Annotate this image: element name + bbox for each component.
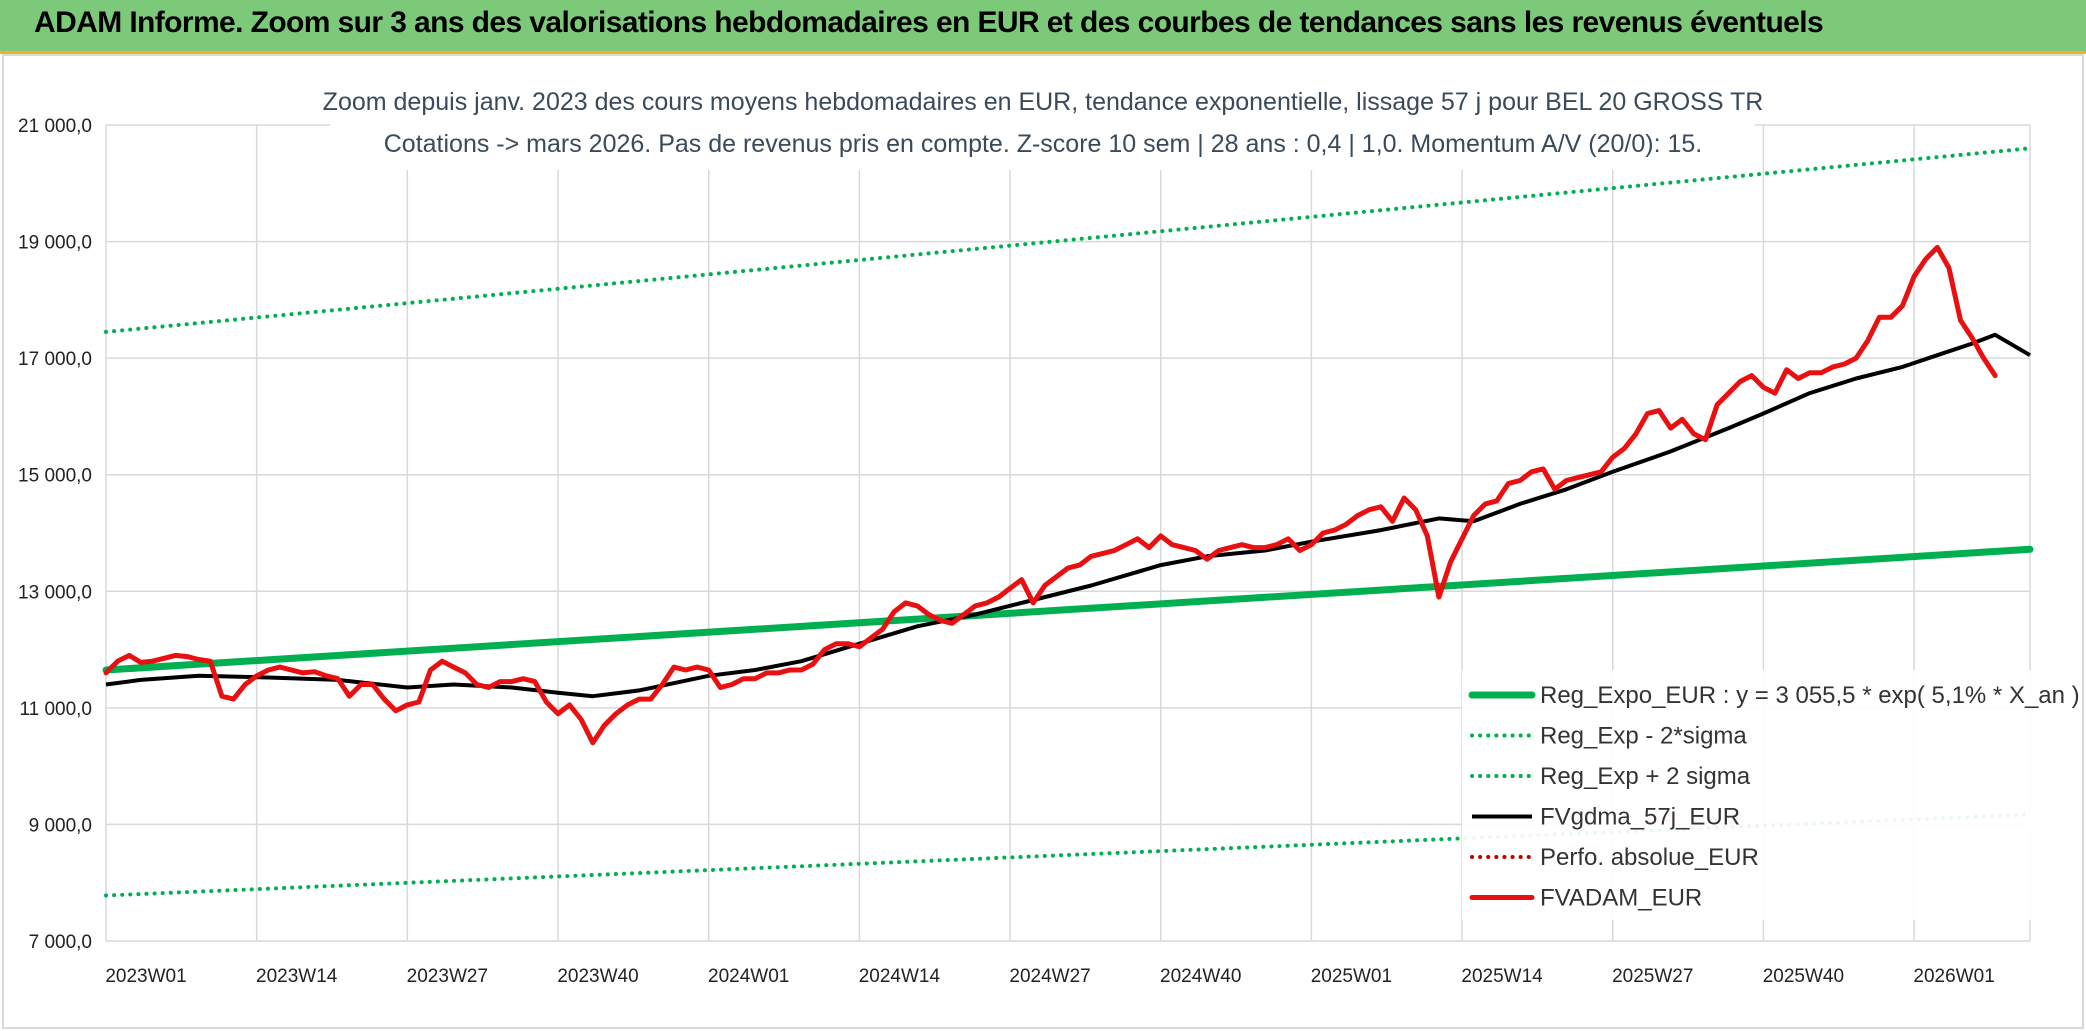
x-tick-label: 2024W14: [859, 966, 941, 987]
y-tick-label: 21 000,0: [18, 116, 92, 137]
legend-label: Reg_Expo_EUR : y = 3 055,5 * exp( 5,1% *…: [1540, 682, 2080, 709]
page-title: ADAM Informe. Zoom sur 3 ans des valoris…: [34, 6, 1824, 39]
legend: Reg_Expo_EUR : y = 3 055,5 * exp( 5,1% *…: [1462, 670, 2080, 920]
legend-label: FVADAM_EUR: [1540, 885, 1702, 912]
x-tick-label: 2024W01: [708, 966, 789, 987]
x-tick-label: 2023W14: [256, 966, 338, 987]
axes: 21 000,0 19 000,0 17 000,0 15 000,0 13 000,0…: [18, 116, 1995, 987]
x-tick-label: 2023W01: [105, 966, 186, 987]
x-tick-label: 2023W27: [407, 966, 488, 987]
y-tick-label: 15 000,0: [18, 466, 92, 487]
y-tick-label: 11 000,0: [19, 699, 92, 720]
y-tick-label: 7 000,0: [29, 932, 92, 953]
series-reg-plus: [104, 146, 2032, 334]
chart-title-line2: Cotations -> mars 2026. Pas de revenus p…: [384, 130, 1702, 158]
legend-label: Perfo. absolue_EUR: [1540, 844, 1759, 871]
y-tick-label: 17 000,0: [18, 349, 92, 370]
x-tick-label: 2023W40: [557, 966, 638, 987]
title-banner: ADAM Informe. Zoom sur 3 ans des valoris…: [0, 0, 2086, 54]
x-tick-label: 2024W40: [1160, 966, 1241, 987]
x-tick-label: 2025W01: [1311, 966, 1392, 987]
y-tick-label: 13 000,0: [18, 582, 92, 603]
legend-label: Reg_Exp - 2*sigma: [1540, 723, 1747, 750]
x-tick-label: 2026W01: [1913, 966, 1994, 987]
chart-border: [2, 54, 2084, 1029]
series-reg-expo: [102, 545, 2034, 674]
y-tick-label: 9 000,0: [29, 815, 92, 836]
chart-title: Zoom depuis janv. 2023 des cours moyens …: [323, 78, 1764, 170]
series-fvadam: [103, 244, 1998, 746]
series-fvgdma: [105, 332, 2032, 699]
x-tick-label: 2025W14: [1461, 966, 1543, 987]
title-background: [330, 78, 1755, 170]
legend-label: FVgdma_57j_EUR: [1540, 804, 1740, 831]
x-tick-label: 2025W27: [1612, 966, 1693, 987]
chart-title-line1: Zoom depuis janv. 2023 des cours moyens …: [323, 88, 1764, 116]
x-tick-label: 2025W40: [1763, 966, 1844, 987]
legend-label: Reg_Exp + 2 sigma: [1540, 763, 1751, 790]
x-tick-label: 2024W27: [1009, 966, 1090, 987]
legend-background: [1462, 670, 2032, 920]
y-tick-label: 19 000,0: [18, 233, 92, 254]
